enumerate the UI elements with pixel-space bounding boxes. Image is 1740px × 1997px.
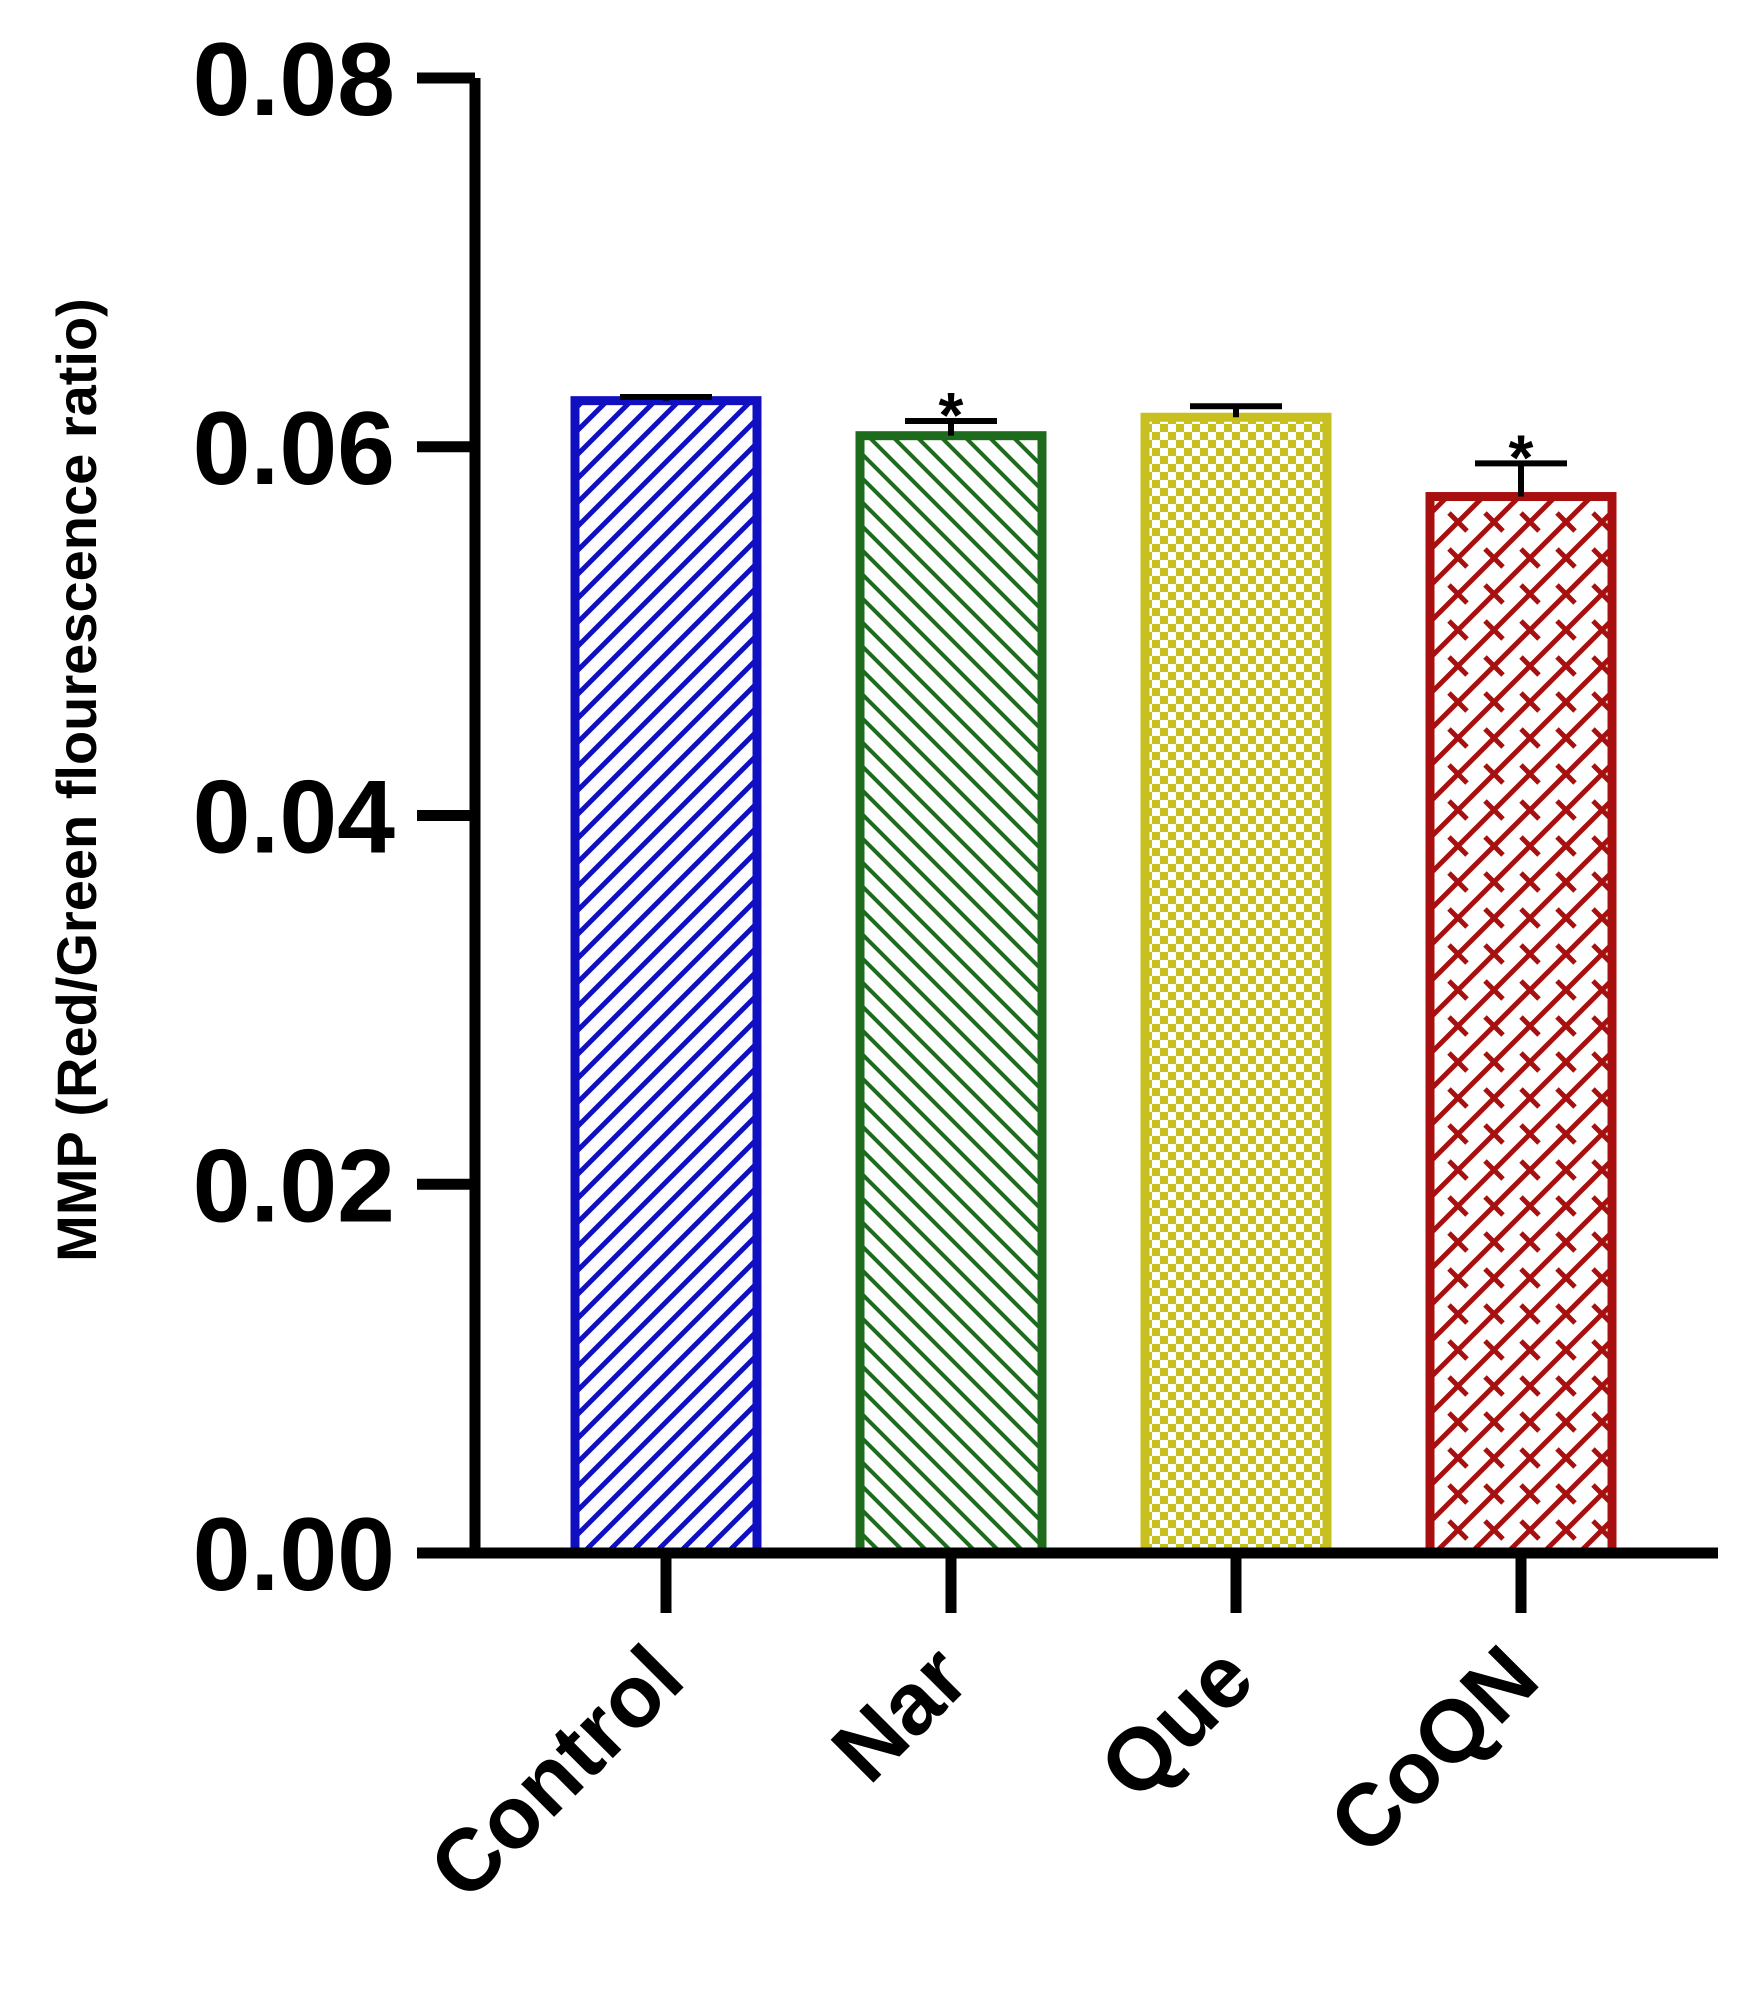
y-tick-label: 0.04 [193, 760, 396, 876]
bar-control [570, 396, 762, 1558]
x-tick-labels: Control Nar Que CoQN [410, 1626, 1556, 1917]
y-tick-label: 0.02 [193, 1128, 395, 1244]
error-bar-coqn [1475, 460, 1567, 497]
y-tick-labels: 0.00 0.02 0.04 0.06 0.08 [193, 22, 396, 1613]
bars [570, 396, 1617, 1558]
y-tick-label: 0.06 [193, 391, 395, 507]
x-tick-label-nar: Nar [813, 1626, 987, 1800]
y-axis-title: MMP (Red/Green flourescence ratio) [45, 298, 108, 1262]
y-tick-label: 0.08 [193, 22, 395, 138]
y-tick-label: 0.00 [193, 1497, 395, 1613]
significance-mark-nar: * [939, 379, 964, 451]
bar-coqn [1425, 492, 1617, 1558]
x-tick-label-que: Que [1080, 1626, 1271, 1817]
error-bar-control [620, 393, 712, 401]
error-bars [620, 393, 1567, 497]
x-tick-label-coqn: CoQN [1310, 1626, 1556, 1872]
bar-nar [855, 431, 1047, 1558]
x-ticks [660, 1553, 1527, 1613]
error-bar-que [1190, 403, 1282, 418]
error-bar-nar [905, 417, 997, 436]
significance-marks: ** [939, 379, 1534, 493]
y-ticks [417, 72, 475, 1559]
x-tick-label-control: Control [410, 1626, 701, 1917]
bar-que [1140, 412, 1332, 1558]
significance-mark-coqn: * [1509, 421, 1534, 493]
